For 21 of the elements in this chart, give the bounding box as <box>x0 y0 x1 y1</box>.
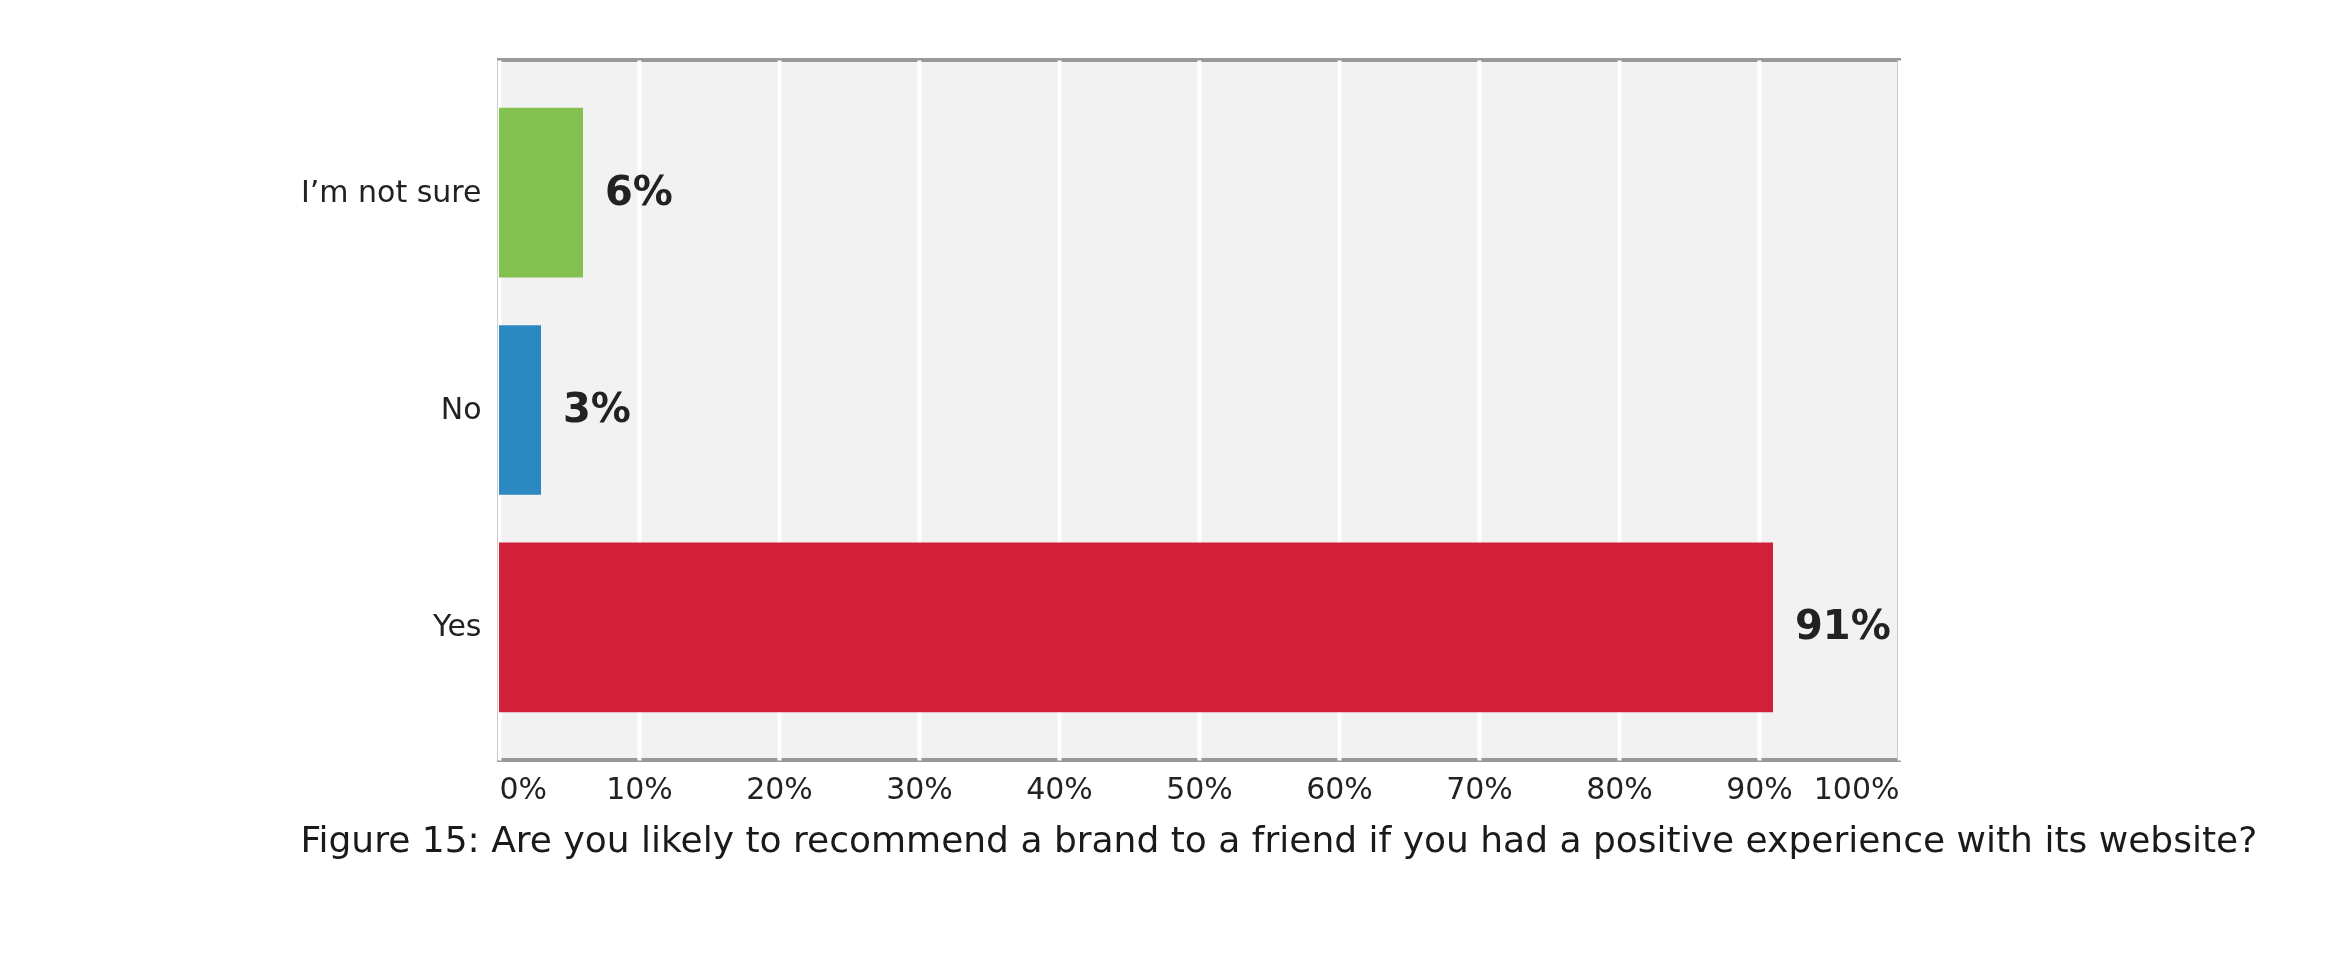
data-label: 3% <box>563 385 631 431</box>
y-tick-label: I’m not sure <box>300 173 482 209</box>
data-label: 91% <box>1795 602 1891 649</box>
x-tick-label: 40% <box>1026 770 1093 806</box>
x-tick-label: 0% <box>499 770 548 806</box>
bar <box>499 542 1773 713</box>
y-tick-label: No <box>440 391 482 426</box>
x-tick-label: 90% <box>1726 770 1793 806</box>
x-tick-label: 10% <box>606 770 673 806</box>
bar <box>499 325 541 495</box>
text: Figure 15: Are you likely to recommend a brand to a friend if you had a positive experience with its website? <box>300 819 2258 860</box>
y-tick-label: Yes <box>432 608 482 644</box>
x-tick-label: 100% <box>1813 770 1900 806</box>
x-tick-label: 80% <box>1586 770 1653 806</box>
x-tick-label: 60% <box>1306 770 1373 806</box>
x-tick-label: 20% <box>746 770 813 806</box>
x-tick-label: 70% <box>1446 770 1513 806</box>
x-tick-label: 50% <box>1166 770 1233 806</box>
bar <box>499 107 583 278</box>
x-tick-label: 30% <box>886 770 953 806</box>
data-label: 6% <box>605 167 673 214</box>
